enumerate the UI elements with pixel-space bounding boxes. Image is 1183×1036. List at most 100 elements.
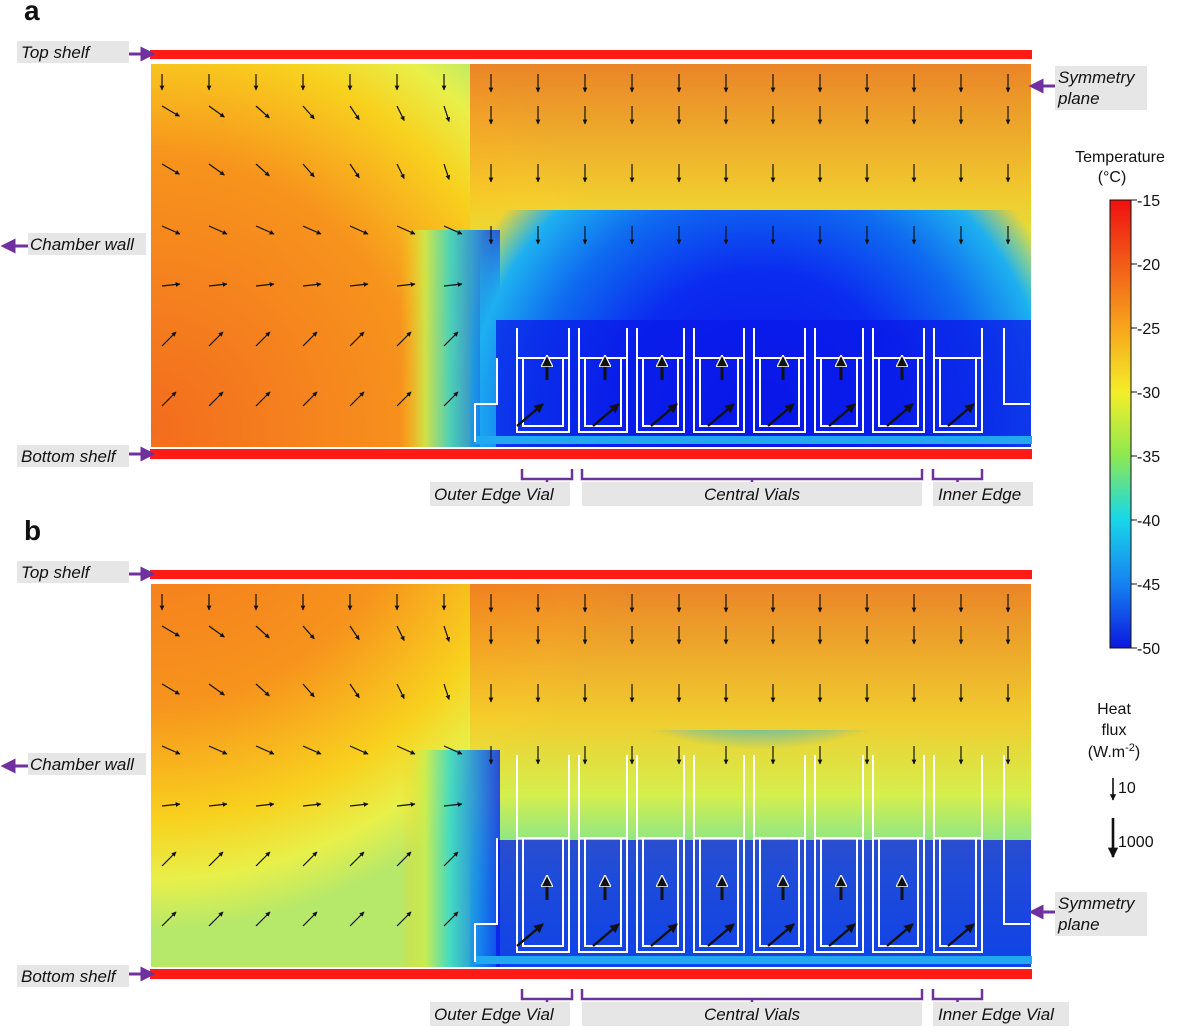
vial-inner-wall <box>642 838 679 947</box>
inner-edge-label-bg <box>933 1002 1069 1026</box>
heat-flux-arrow <box>443 391 459 407</box>
central-vials-label-bg <box>582 482 922 506</box>
heat-flux-arrow <box>443 163 451 180</box>
heat-flux-arrow <box>302 163 315 178</box>
heat-flux-arrow <box>255 802 275 807</box>
vial-inner-wall <box>878 358 919 427</box>
bottom-shelf-bar <box>150 968 1032 979</box>
heat-flux-arrow <box>255 911 271 927</box>
vial-wall <box>753 755 806 953</box>
heat-flux-arrow <box>208 331 224 347</box>
top-shelf-label-bg <box>17 41 129 63</box>
central-vials-label-bg <box>582 1002 922 1026</box>
heat-flux-arrow <box>161 745 181 755</box>
vial-inner-wall <box>878 838 919 947</box>
panel-a: a Top shelf Bottom shelf Chamber wall Symmet… <box>0 0 1147 506</box>
outer-edge-step <box>474 358 498 442</box>
heat-flux-arrow <box>208 851 224 867</box>
heat-flux-arrow <box>302 683 315 698</box>
bottom-shelf-label-bg <box>17 965 129 987</box>
heat-flux-arrow <box>161 282 181 287</box>
heat-flux-arrow <box>302 802 322 807</box>
vial-inner-wall <box>642 358 679 427</box>
heat-flux-arrow <box>349 225 369 235</box>
bottom-shelf-bar <box>150 448 1032 459</box>
heat-flux-legend: Heat flux (W.m-2) 10 1000 <box>1088 701 1154 859</box>
flux-legend-line2: flux <box>1102 722 1127 739</box>
heat-flux-arrow <box>443 331 459 347</box>
heat-flux-arrow <box>396 745 416 755</box>
heat-flux-arrow <box>161 331 177 347</box>
cold-vial-region <box>496 840 1032 968</box>
vial-inner-wall <box>939 358 977 427</box>
symmetry-plane-label-line2: plane <box>1057 915 1100 934</box>
colorbar-tick-label: -20 <box>1137 257 1160 274</box>
vial-wall <box>872 755 925 953</box>
bottom-heat-arrow <box>767 923 795 947</box>
bottom-heat-arrow <box>592 403 620 427</box>
chamber-wall-label: Chamber wall <box>30 235 135 254</box>
heat-flux-arrow <box>349 683 360 699</box>
bottom-heat-arrow <box>828 923 856 947</box>
outer-edge-label-bg <box>430 482 570 506</box>
vial-inner-wall <box>699 838 739 947</box>
bottom-heat-arrow <box>516 923 544 947</box>
vial-inner-wall <box>820 358 858 427</box>
inner-edge-label: Inner Edge <box>938 485 1021 504</box>
heat-flux-arrow <box>208 911 224 927</box>
bottom-heat-arrow <box>592 923 620 947</box>
bottom-heat-arrow <box>886 403 914 427</box>
heat-flux-arrow <box>302 391 318 407</box>
heat-flux-arrow <box>161 851 177 867</box>
heat-flux-arrow <box>302 225 322 235</box>
vial-wall <box>814 328 864 433</box>
top-shelf-label: Top shelf <box>21 563 92 582</box>
vial-wall <box>578 328 628 433</box>
colorbar-tick-label: -25 <box>1137 321 1160 338</box>
vial-inner-wall <box>522 838 564 947</box>
heat-flux-arrow <box>443 745 463 755</box>
heat-flux-arrow <box>349 282 369 287</box>
heat-flux-arrow <box>208 282 228 287</box>
heat-flux-arrow <box>302 282 322 287</box>
heat-flux-arrow <box>349 911 365 927</box>
field-boundary <box>149 582 1033 969</box>
heat-flux-arrow <box>255 745 275 755</box>
heat-flux-arrow <box>349 802 369 807</box>
vial-wall <box>578 755 628 953</box>
heat-flux-arrow <box>161 391 177 407</box>
heat-flux-arrow <box>396 911 412 927</box>
heat-flux-arrow <box>443 802 463 807</box>
top-shelf-label-bg <box>17 561 129 583</box>
vial-tray <box>475 436 1032 444</box>
flux-legend-small-value: 10 <box>1118 780 1136 797</box>
bottom-heat-arrow <box>707 403 735 427</box>
vial-wall <box>636 328 685 433</box>
symmetry-plane-label-bg <box>1055 66 1147 110</box>
heat-flux-arrow <box>161 105 180 117</box>
heat-flux-arrow <box>161 911 177 927</box>
vial-outlines <box>474 328 1032 444</box>
inner-edge-step <box>1003 328 1030 405</box>
heat-flux-arrow <box>443 282 463 287</box>
heat-flux-arrow <box>302 331 318 347</box>
vial-tray <box>475 956 1032 964</box>
heat-flux-arrow <box>396 225 416 235</box>
top-shelf-bar <box>150 50 1032 59</box>
vial-wall <box>693 755 745 953</box>
bottom-shelf-label: Bottom shelf <box>21 967 118 986</box>
heat-flux-arrow <box>396 625 405 642</box>
bottom-heat-arrow <box>828 403 856 427</box>
colorbar-tick-label: -15 <box>1137 193 1160 210</box>
bottom-shelf-label: Bottom shelf <box>21 447 118 466</box>
vial-inner-wall <box>584 358 622 427</box>
heat-flux-arrow <box>302 851 318 867</box>
vial-inner-wall <box>759 358 800 427</box>
bottom-heat-arrow <box>650 403 678 427</box>
heat-flux-arrows <box>159 74 1011 427</box>
panel-letter: b <box>24 515 41 546</box>
inner-edge-label: Inner Edge Vial <box>938 1005 1055 1024</box>
colorbar-tick-label: -30 <box>1137 385 1160 402</box>
bottom-heat-arrow <box>650 923 678 947</box>
panel-labels: b Top shelf Bottom shelf Chamber wall Symmet… <box>0 515 1147 1026</box>
